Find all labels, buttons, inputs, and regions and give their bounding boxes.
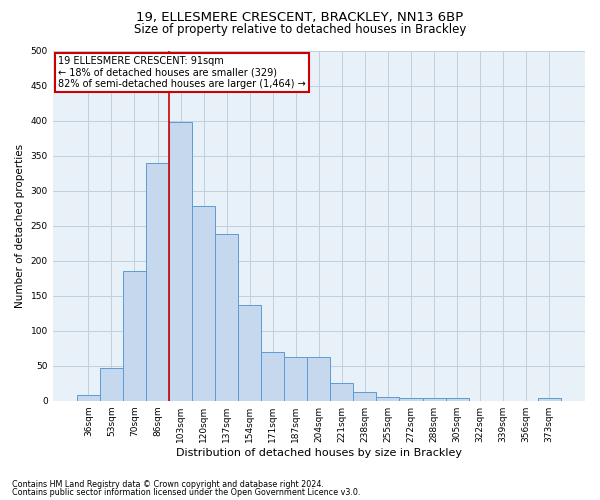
Bar <box>538 398 561 400</box>
Text: Contains HM Land Registry data © Crown copyright and database right 2024.: Contains HM Land Registry data © Crown c… <box>12 480 324 489</box>
Bar <box>353 392 376 400</box>
Bar <box>215 234 238 400</box>
Bar <box>376 396 400 400</box>
Text: 19 ELLESMERE CRESCENT: 91sqm
← 18% of detached houses are smaller (329)
82% of s: 19 ELLESMERE CRESCENT: 91sqm ← 18% of de… <box>58 56 306 90</box>
Bar <box>446 398 469 400</box>
Bar <box>77 395 100 400</box>
Text: 19, ELLESMERE CRESCENT, BRACKLEY, NN13 6BP: 19, ELLESMERE CRESCENT, BRACKLEY, NN13 6… <box>136 11 464 24</box>
Bar <box>331 383 353 400</box>
Bar <box>422 398 446 400</box>
Bar <box>146 163 169 400</box>
Bar <box>192 206 215 400</box>
X-axis label: Distribution of detached houses by size in Brackley: Distribution of detached houses by size … <box>176 448 462 458</box>
Bar <box>123 272 146 400</box>
Bar <box>169 122 192 400</box>
Bar <box>400 398 422 400</box>
Text: Contains public sector information licensed under the Open Government Licence v3: Contains public sector information licen… <box>12 488 361 497</box>
Bar <box>307 356 331 401</box>
Bar <box>238 305 261 400</box>
Text: Size of property relative to detached houses in Brackley: Size of property relative to detached ho… <box>134 23 466 36</box>
Bar <box>284 356 307 401</box>
Y-axis label: Number of detached properties: Number of detached properties <box>15 144 25 308</box>
Bar <box>100 368 123 400</box>
Bar <box>261 352 284 401</box>
